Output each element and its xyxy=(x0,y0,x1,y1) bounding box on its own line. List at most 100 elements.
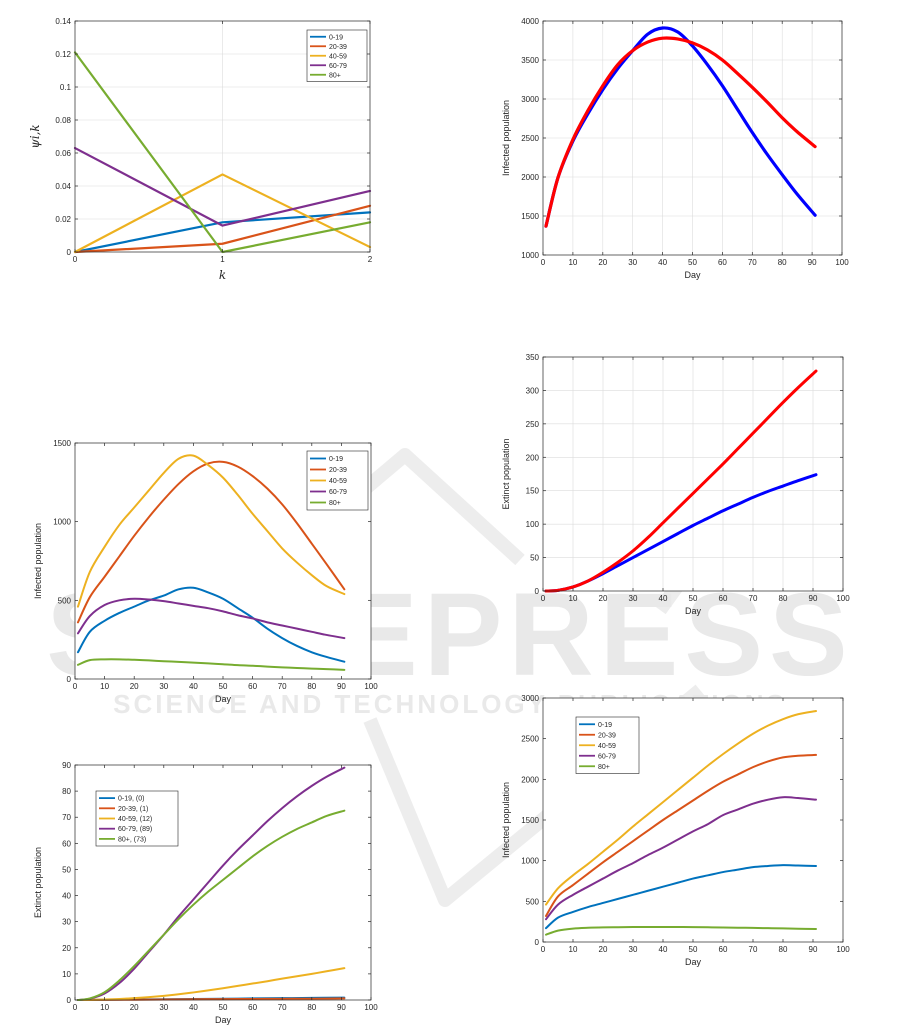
y-tick-label: 50 xyxy=(530,554,539,563)
chart-total-infected: 0 10 20 30 40 50 60 70 80 90 100 1000 1500 2000 2500 30… xyxy=(501,17,849,280)
series-line-40-59 xyxy=(545,710,817,906)
x-tick-label: 40 xyxy=(659,594,668,603)
y-axis-label: Extinct population xyxy=(501,438,511,509)
x-tick-label: 30 xyxy=(629,945,638,954)
x-tick-label: 30 xyxy=(159,682,168,691)
x-tick-label: 20 xyxy=(130,682,139,691)
x-tick-label: 40 xyxy=(659,945,668,954)
x-tick-label: 20 xyxy=(598,258,607,267)
y-tick-label: 0.04 xyxy=(55,182,71,191)
x-tick-label: 80 xyxy=(307,1003,316,1012)
x-tick-label: 10 xyxy=(569,945,578,954)
y-tick-label: 0 xyxy=(535,587,540,596)
y-tick-label: 2500 xyxy=(521,134,539,143)
y-tick-label: 0 xyxy=(67,675,72,684)
chart-group-infected-2: 0 10 20 30 40 50 60 70 80 90 100050010001500200025… xyxy=(501,694,850,967)
y-tick-label: 100 xyxy=(526,520,540,529)
y-axis-label: Infected population xyxy=(33,523,43,599)
legend: 0-19 20-39 40-59 60-79 80+ xyxy=(306,29,368,82)
y-tick-label: 1000 xyxy=(521,857,539,866)
x-tick-label: 80 xyxy=(778,258,787,267)
x-tick-label: 0 xyxy=(73,255,78,264)
x-tick-label: 60 xyxy=(719,594,728,603)
y-tick-label: 0.12 xyxy=(55,50,71,59)
x-tick-label: 30 xyxy=(629,594,638,603)
legend-label: 20-39 xyxy=(329,467,347,474)
x-tick-label: 20 xyxy=(130,1003,139,1012)
x-axis-label: Day xyxy=(215,694,232,704)
y-tick-label: 70 xyxy=(62,813,71,822)
y-tick-label: 0 xyxy=(535,938,540,947)
x-tick-label: 40 xyxy=(658,258,667,267)
series-line-80-73 xyxy=(76,809,346,1001)
legend-label: 80+, (73) xyxy=(118,836,146,843)
x-tick-label: 80 xyxy=(779,945,788,954)
x-tick-label: 60 xyxy=(248,682,257,691)
legend: 0-19 20-39 40-59 60-79 80+ xyxy=(575,716,640,774)
chart-psi: 0 1 2 0 0.02 0.04 0.06 0.08 0.1 0.12 0.14 k ψi,k 0-19… xyxy=(28,17,373,282)
legend-label: 80+ xyxy=(329,72,341,79)
x-tick-label: 20 xyxy=(599,945,608,954)
y-tick-label: 4000 xyxy=(521,17,539,26)
x-axis-label: Day xyxy=(684,270,701,280)
legend-label: 0-19 xyxy=(598,722,612,729)
y-tick-label: 0 xyxy=(67,248,72,257)
x-tick-label: 2 xyxy=(368,255,373,264)
x-tick-label: 1 xyxy=(220,255,225,264)
x-tick-label: 70 xyxy=(749,594,758,603)
series-line-0-19 xyxy=(545,864,817,930)
x-tick-label: 100 xyxy=(364,682,378,691)
y-tick-label: 250 xyxy=(526,420,540,429)
x-tick-label: 70 xyxy=(278,682,287,691)
legend-label: 80+ xyxy=(329,500,341,507)
y-tick-label: 0.08 xyxy=(55,116,71,125)
x-tick-label: 90 xyxy=(809,945,818,954)
legend-label: 80+ xyxy=(598,764,610,771)
x-tick-label: 30 xyxy=(628,258,637,267)
y-tick-label: 40 xyxy=(62,892,71,901)
chart-group-extinct: 0 10 20 30 40 50 60 70 80 90 100 0 10 20 30 40 50 60 70 80 9… xyxy=(33,761,378,1025)
series-line-40-59 xyxy=(76,454,346,608)
y-axis-label: Infected population xyxy=(501,100,511,176)
legend: 0-19 20-39 40-59 60-79 80+ xyxy=(306,450,369,511)
y-tick-label: 10 xyxy=(62,970,71,979)
charts-layer: 0 1 200.020.040.060.080.10.120.14kψi,k0-19… xyxy=(28,17,850,1025)
legend: 0-19, (0) 20-39, (1) 40-59, (12) 60-79, (89… xyxy=(95,790,179,847)
y-tick-label: 500 xyxy=(58,596,72,605)
legend-label: 0-19 xyxy=(329,456,343,463)
series-line-60-79-89 xyxy=(76,766,346,1001)
series-line-60-79 xyxy=(76,597,346,640)
series-line-20-39 xyxy=(76,460,346,624)
x-axis-label: Day xyxy=(685,957,702,967)
x-tick-label: 90 xyxy=(808,258,817,267)
legend-label: 0-19, (0) xyxy=(118,796,144,803)
x-tick-label: 90 xyxy=(337,1003,346,1012)
y-tick-label: 200 xyxy=(526,453,540,462)
series-line-20-39 xyxy=(73,204,372,254)
legend-label: 60-79 xyxy=(598,753,616,760)
legend-label: 40-59, (12) xyxy=(118,816,152,823)
y-tick-label: 1000 xyxy=(521,251,539,260)
series-line-20-39 xyxy=(545,753,817,917)
y-tick-label: 2000 xyxy=(521,173,539,182)
series-line-80 xyxy=(76,658,346,671)
legend-label: 40-59 xyxy=(329,478,347,485)
x-tick-label: 100 xyxy=(364,1003,378,1012)
legend-label: 0-19 xyxy=(329,34,343,41)
x-tick-label: 50 xyxy=(219,682,228,691)
x-tick-label: 0 xyxy=(541,258,546,267)
y-tick-label: 1500 xyxy=(521,816,539,825)
x-tick-label: 60 xyxy=(718,258,727,267)
x-tick-label: 70 xyxy=(278,1003,287,1012)
y-tick-label: 3000 xyxy=(521,95,539,104)
x-tick-label: 10 xyxy=(568,258,577,267)
legend-label: 40-59 xyxy=(329,53,347,60)
series-line-40-59 xyxy=(73,173,372,254)
x-tick-label: 60 xyxy=(719,945,728,954)
x-tick-label: 0 xyxy=(541,945,546,954)
y-tick-label: 50 xyxy=(62,865,71,874)
x-tick-label: 10 xyxy=(569,594,578,603)
x-tick-label: 50 xyxy=(689,594,698,603)
y-tick-label: 1000 xyxy=(53,518,71,527)
y-tick-label: 0.1 xyxy=(60,83,72,92)
